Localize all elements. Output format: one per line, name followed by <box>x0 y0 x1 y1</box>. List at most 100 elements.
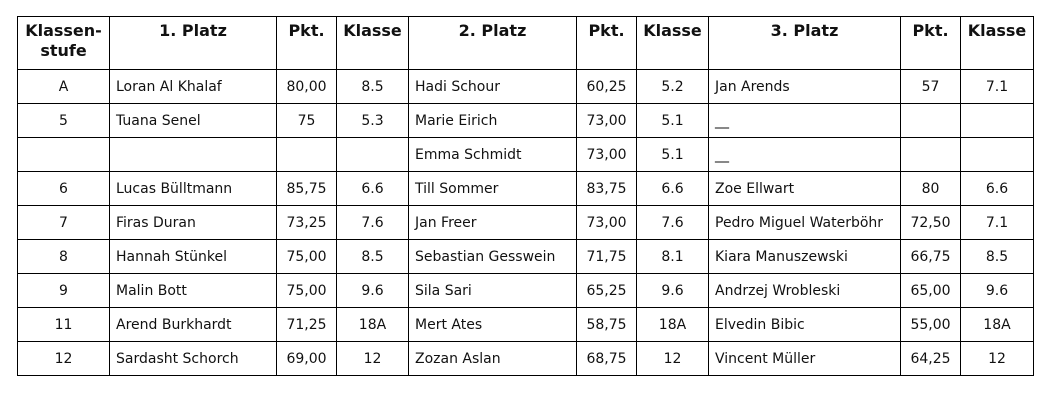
cell-second-class: 6.6 <box>636 171 709 206</box>
cell-first-points: 75 <box>276 103 337 138</box>
cell-second-class: 18A <box>636 307 709 342</box>
results-table: Klassen- stufe 1. Platz Pkt. Klasse 2. P… <box>17 16 1034 376</box>
cell-third-points <box>900 103 961 138</box>
header-points-first: Pkt. <box>276 16 337 70</box>
cell-first-points: 80,00 <box>276 69 337 104</box>
cell-second-class: 5.2 <box>636 69 709 104</box>
cell-first-class: 8.5 <box>336 69 409 104</box>
cell-first-name: Sardasht Schorch <box>109 341 277 376</box>
cell-first-name: Lucas Bülltmann <box>109 171 277 206</box>
header-third-place: 3. Platz <box>708 16 901 70</box>
table-row: 8 Hannah Stünkel 75,00 8.5 Sebastian Ges… <box>17 239 1034 274</box>
cell-third-name: Jan Arends <box>708 69 901 104</box>
cell-first-class: 9.6 <box>336 273 409 308</box>
table-row: 7 Firas Duran 73,25 7.6 Jan Freer 73,00 … <box>17 205 1034 240</box>
cell-third-class: 18A <box>960 307 1034 342</box>
cell-second-points: 73,00 <box>576 137 637 172</box>
cell-second-name: Emma Schmidt <box>408 137 577 172</box>
cell-klassenstufe <box>17 137 110 172</box>
header-klassenstufe-line1: Klassen- <box>25 21 102 40</box>
cell-third-name: Vincent Müller <box>708 341 901 376</box>
cell-first-points: 73,25 <box>276 205 337 240</box>
cell-third-points: 80 <box>900 171 961 206</box>
cell-first-points: 75,00 <box>276 273 337 308</box>
header-class-first: Klasse <box>336 16 409 70</box>
cell-klassenstufe: 5 <box>17 103 110 138</box>
cell-first-name: Firas Duran <box>109 205 277 240</box>
cell-first-class: 8.5 <box>336 239 409 274</box>
cell-third-points: 66,75 <box>900 239 961 274</box>
cell-first-class: 7.6 <box>336 205 409 240</box>
header-first-place: 1. Platz <box>109 16 277 70</box>
cell-second-points: 60,25 <box>576 69 637 104</box>
cell-second-points: 73,00 <box>576 205 637 240</box>
cell-first-class: 5.3 <box>336 103 409 138</box>
table-row: Emma Schmidt 73,00 5.1 __ <box>17 137 1034 172</box>
cell-klassenstufe: 6 <box>17 171 110 206</box>
cell-first-points: 75,00 <box>276 239 337 274</box>
cell-second-name: Sebastian Gesswein <box>408 239 577 274</box>
cell-second-class: 9.6 <box>636 273 709 308</box>
cell-first-class: 18A <box>336 307 409 342</box>
cell-first-points <box>276 137 337 172</box>
cell-third-name: Zoe Ellwart <box>708 171 901 206</box>
cell-third-class <box>960 103 1034 138</box>
header-klassenstufe: Klassen- stufe <box>17 16 110 70</box>
cell-third-name: __ <box>708 103 901 138</box>
table-row: 9 Malin Bott 75,00 9.6 Sila Sari 65,25 9… <box>17 273 1034 308</box>
header-class-third: Klasse <box>960 16 1034 70</box>
cell-second-points: 65,25 <box>576 273 637 308</box>
cell-third-name: Andrzej Wrobleski <box>708 273 901 308</box>
header-row: Klassen- stufe 1. Platz Pkt. Klasse 2. P… <box>17 16 1034 70</box>
cell-second-class: 5.1 <box>636 137 709 172</box>
cell-second-points: 58,75 <box>576 307 637 342</box>
cell-klassenstufe: 8 <box>17 239 110 274</box>
cell-klassenstufe: 12 <box>17 341 110 376</box>
table-row: 11 Arend Burkhardt 71,25 18A Mert Ates 5… <box>17 307 1034 342</box>
cell-third-points: 64,25 <box>900 341 961 376</box>
table-row: A Loran Al Khalaf 80,00 8.5 Hadi Schour … <box>17 69 1034 104</box>
cell-first-name: Hannah Stünkel <box>109 239 277 274</box>
cell-second-points: 73,00 <box>576 103 637 138</box>
cell-first-name: Loran Al Khalaf <box>109 69 277 104</box>
cell-first-name: Tuana Senel <box>109 103 277 138</box>
cell-second-class: 5.1 <box>636 103 709 138</box>
cell-third-class: 9.6 <box>960 273 1034 308</box>
cell-second-class: 8.1 <box>636 239 709 274</box>
table-row: 12 Sardasht Schorch 69,00 12 Zozan Aslan… <box>17 341 1034 376</box>
cell-third-class: 7.1 <box>960 205 1034 240</box>
cell-first-points: 85,75 <box>276 171 337 206</box>
header-class-second: Klasse <box>636 16 709 70</box>
cell-second-class: 7.6 <box>636 205 709 240</box>
cell-first-class <box>336 137 409 172</box>
cell-first-name <box>109 137 277 172</box>
cell-first-name: Arend Burkhardt <box>109 307 277 342</box>
header-second-place: 2. Platz <box>408 16 577 70</box>
cell-first-points: 71,25 <box>276 307 337 342</box>
cell-third-class: 6.6 <box>960 171 1034 206</box>
cell-third-name: Kiara Manuszewski <box>708 239 901 274</box>
cell-third-name: Pedro Miguel Waterböhr <box>708 205 901 240</box>
cell-third-class <box>960 137 1034 172</box>
table-row: 5 Tuana Senel 75 5.3 Marie Eirich 73,00 … <box>17 103 1034 138</box>
cell-second-points: 83,75 <box>576 171 637 206</box>
cell-second-name: Hadi Schour <box>408 69 577 104</box>
cell-third-points: 57 <box>900 69 961 104</box>
cell-first-class: 12 <box>336 341 409 376</box>
cell-second-name: Mert Ates <box>408 307 577 342</box>
cell-second-name: Marie Eirich <box>408 103 577 138</box>
cell-third-points: 55,00 <box>900 307 961 342</box>
cell-klassenstufe: A <box>17 69 110 104</box>
cell-second-points: 71,75 <box>576 239 637 274</box>
cell-klassenstufe: 11 <box>17 307 110 342</box>
cell-second-class: 12 <box>636 341 709 376</box>
cell-first-points: 69,00 <box>276 341 337 376</box>
cell-second-name: Jan Freer <box>408 205 577 240</box>
cell-third-class: 8.5 <box>960 239 1034 274</box>
cell-third-class: 7.1 <box>960 69 1034 104</box>
cell-third-class: 12 <box>960 341 1034 376</box>
header-klassenstufe-line2: stufe <box>40 41 87 60</box>
cell-third-name: Elvedin Bibic <box>708 307 901 342</box>
cell-third-points <box>900 137 961 172</box>
cell-second-name: Till Sommer <box>408 171 577 206</box>
